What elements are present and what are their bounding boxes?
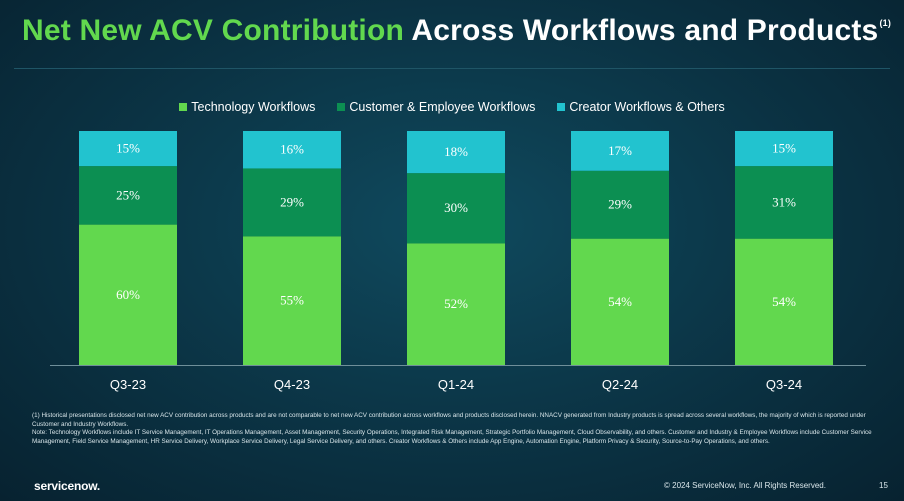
chart-legend: Technology Workflows Customer & Employee… <box>0 100 904 114</box>
bar-technology-q4-23 <box>243 236 341 365</box>
bar-customer-q1-24 <box>407 173 505 244</box>
legend-item-technology: Technology Workflows <box>179 100 315 114</box>
legend-item-creator: Creator Workflows & Others <box>557 100 725 114</box>
legend-label-customer: Customer & Employee Workflows <box>349 100 536 114</box>
legend-label-creator: Creator Workflows & Others <box>569 100 725 114</box>
title-divider <box>14 68 890 69</box>
data-label-creator-q3-24: 15% <box>772 141 796 156</box>
page-number: 15 <box>879 481 888 490</box>
x-tick-label-q4-23: Q4-23 <box>274 377 310 392</box>
bar-customer-q2-24 <box>571 170 669 239</box>
bar-creator-q2-24 <box>571 131 669 171</box>
copyright-text: © 2024 ServiceNow, Inc. All Rights Reser… <box>664 481 826 490</box>
data-label-customer-q2-24: 29% <box>608 197 632 212</box>
footnote-historical: (1) Historical presentations disclosed n… <box>32 412 866 428</box>
legend-swatch-creator <box>557 103 566 111</box>
bar-customer-q3-23 <box>79 166 177 225</box>
legend-item-customer: Customer & Employee Workflows <box>337 100 535 114</box>
x-tick-label-q2-24: Q2-24 <box>602 377 638 392</box>
title-white-part: Across Workflows and Products <box>411 14 879 47</box>
bar-technology-q3-24 <box>735 238 833 365</box>
data-label-technology-q3-24: 54% <box>772 294 796 309</box>
data-label-creator-q3-23: 15% <box>116 141 140 156</box>
servicenow-logo: servicenow. <box>34 479 101 493</box>
data-label-customer-q3-23: 25% <box>116 187 140 202</box>
x-tick-label-q3-24: Q3-24 <box>766 377 802 392</box>
data-label-technology-q2-24: 54% <box>608 294 632 309</box>
data-label-customer-q1-24: 30% <box>444 200 468 215</box>
x-tick-label-q3-23: Q3-23 <box>110 377 146 392</box>
bar-creator-q3-23 <box>79 131 177 167</box>
bar-creator-q3-24 <box>735 131 833 167</box>
data-label-creator-q2-24: 17% <box>608 143 632 158</box>
bar-customer-q3-24 <box>735 166 833 239</box>
legend-swatch-technology <box>179 103 188 111</box>
bar-customer-q4-23 <box>243 168 341 237</box>
data-label-technology-q4-23: 55% <box>280 293 304 308</box>
title-footnote-marker: (1) <box>879 18 892 28</box>
legend-label-technology: Technology Workflows <box>191 100 316 114</box>
footnote-workflow-definitions: Note: Technology Workflows include IT Se… <box>32 429 872 445</box>
footnote-block: (1) Historical presentations disclosed n… <box>32 412 872 446</box>
bar-technology-q3-23 <box>79 224 177 365</box>
data-label-customer-q3-24: 31% <box>772 194 796 209</box>
data-label-customer-q4-23: 29% <box>280 194 304 209</box>
title-green-part: Net New ACV Contribution <box>22 14 404 47</box>
data-label-technology-q1-24: 52% <box>444 296 468 311</box>
data-label-creator-q1-24: 18% <box>444 144 468 159</box>
data-label-creator-q4-23: 16% <box>280 142 304 157</box>
bar-technology-q2-24 <box>571 238 669 365</box>
x-tick-label-q1-24: Q1-24 <box>438 377 474 392</box>
bar-technology-q1-24 <box>407 243 505 365</box>
slide-title: Net New ACV Contribution Across Workflow… <box>22 14 891 48</box>
data-label-technology-q3-23: 60% <box>116 287 140 302</box>
legend-swatch-customer <box>337 103 346 111</box>
bar-creator-q4-23 <box>243 131 341 169</box>
bar-creator-q1-24 <box>407 131 505 174</box>
